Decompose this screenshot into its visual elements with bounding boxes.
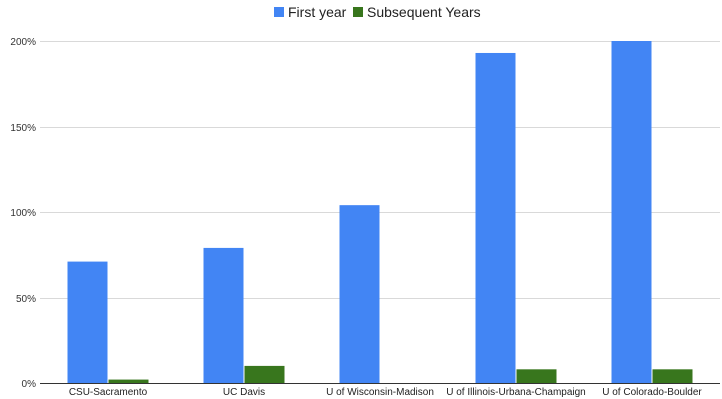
y-axis-ticks: 0% 50% 100% 150% 200% xyxy=(10,37,36,390)
x-axis-labels: CSU-Sacramento UC Davis U of Wisconsin-Mad… xyxy=(69,387,703,398)
x-tick-label: UC Davis xyxy=(223,387,265,398)
bar-subsequent-years xyxy=(108,379,149,383)
bar-first-year xyxy=(475,52,516,383)
bar-first-year xyxy=(67,261,108,383)
bar-first-year xyxy=(203,247,244,383)
x-tick-label: U of Wisconsin-Madison xyxy=(326,387,434,398)
legend: First year Subsequent Years xyxy=(274,4,481,20)
bars xyxy=(67,41,693,383)
bar-subsequent-years xyxy=(516,369,557,383)
y-tick-label: 150% xyxy=(10,123,36,134)
bar-subsequent-years xyxy=(652,369,693,383)
x-tick-label: CSU-Sacramento xyxy=(69,387,148,398)
legend-label: Subsequent Years xyxy=(367,4,481,20)
legend-swatch xyxy=(353,7,363,17)
y-tick-label: 50% xyxy=(16,294,36,305)
x-tick-label: U of Colorado-Boulder xyxy=(602,387,702,398)
bar-first-year xyxy=(339,205,380,383)
bar-subsequent-years xyxy=(244,365,285,383)
bar-first-year xyxy=(611,41,652,383)
gridlines xyxy=(40,41,720,299)
y-tick-label: 0% xyxy=(22,379,37,390)
x-tick-label: U of Illinois-Urbana-Champaign xyxy=(446,387,586,398)
legend-label: First year xyxy=(288,4,347,20)
legend-swatch xyxy=(274,7,284,17)
y-tick-label: 200% xyxy=(10,37,36,48)
y-tick-label: 100% xyxy=(10,208,36,219)
